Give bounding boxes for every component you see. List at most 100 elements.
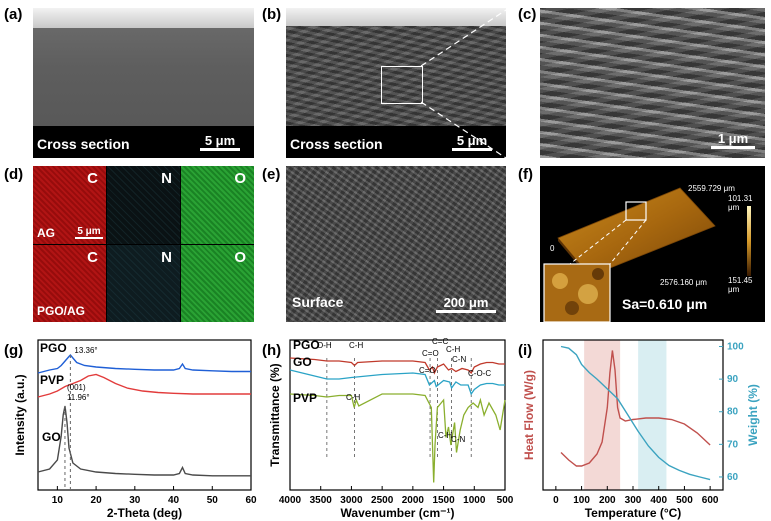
panel-e-scale-bar: 200 μm <box>436 295 496 314</box>
map-pgoag-carbon: C PGO/AG <box>33 245 106 322</box>
panel-b-scale-bar: 5 μm <box>452 133 492 152</box>
panel-b-scale-label: 5 μm <box>456 133 488 148</box>
panel-d-scale-bar: 5 μm <box>75 226 103 240</box>
panel-b-image: Cross section 5 μm <box>286 8 506 158</box>
panel-e-caption: Surface <box>292 294 344 310</box>
panel-h-letter: (h) <box>262 342 281 359</box>
h-xlabel: Wavenumber (cm⁻¹) <box>341 506 455 520</box>
map-ag-name: AG <box>37 226 55 240</box>
i-highlight-band <box>638 340 667 490</box>
g-xlabel: 2-Theta (deg) <box>107 506 182 520</box>
h-annotation: C=C <box>432 337 448 346</box>
h-xtick-label: 2000 <box>402 495 425 506</box>
panel-a-letter: (a) <box>4 6 23 23</box>
i-y2tick-label: 90 <box>727 374 739 385</box>
i-y2tick-label: 60 <box>727 472 739 483</box>
i-xtick-label: 300 <box>625 495 642 506</box>
afm-color-scale <box>747 206 751 276</box>
i-xtick-label: 200 <box>599 495 616 506</box>
g-peak-label-go-001: (001) <box>67 383 86 392</box>
i-xlabel: Temperature (°C) <box>585 506 682 520</box>
h-annotation: O-H <box>317 341 332 350</box>
panel-f-image: 2559.729 μm 2576.160 μm 101.31 μm 151.45… <box>540 166 765 322</box>
g-xtick-label: 10 <box>52 495 64 506</box>
h-annotation: C-H <box>349 341 363 350</box>
g-xtick-label: 60 <box>245 495 257 506</box>
h-annotation: C-N <box>451 435 465 444</box>
h-xtick-label: 500 <box>497 495 514 506</box>
panel-c-image: 1 μm <box>540 8 765 158</box>
map-ag-nitrogen: N <box>107 166 180 244</box>
h-plot-frame <box>289 339 506 491</box>
i-xtick-label: 0 <box>553 495 559 506</box>
panel-f-letter: (f) <box>518 166 533 183</box>
h-xtick-label: 2500 <box>371 495 394 506</box>
g-xtick-label: 50 <box>207 495 219 506</box>
i-series-line-heat-flow <box>560 350 711 467</box>
h-series-line-GO <box>289 369 505 396</box>
h-ylabel: Transmittance (%) <box>268 363 282 466</box>
g-plot-frame <box>37 339 252 491</box>
panel-b-caption: Cross section <box>290 136 383 152</box>
h-xtick-label: 3500 <box>310 495 333 506</box>
i-y2tick-label: 80 <box>727 407 739 418</box>
g-xtick-label: 40 <box>168 495 180 506</box>
panel-d-maps: C AG 5 μm N O C PGO/AG N O <box>33 166 254 322</box>
panel-b-caption-bar <box>286 126 506 158</box>
h-annotation: C=O <box>419 366 436 375</box>
panel-a-image: Cross section 5 μm <box>33 8 254 158</box>
g-series-line-PGO <box>37 353 251 374</box>
afm-color-max: 101.31 μm <box>728 194 753 212</box>
h-annotation: C-O-C <box>468 369 491 378</box>
h-annotation: C-H <box>446 345 460 354</box>
panel-a-caption: Cross section <box>37 136 130 152</box>
panel-e-image: Surface 200 μm <box>286 166 506 322</box>
i-xtick-label: 600 <box>702 495 719 506</box>
panel-e-letter: (e) <box>262 166 281 183</box>
map-ag-oxygen: O <box>181 166 254 244</box>
g-peak-label-go: 11.96° <box>67 393 90 402</box>
panel-d-scale-label: 5 μm <box>77 226 101 237</box>
panel-b-top-surface <box>286 8 506 26</box>
g-peak-label-pgo: 13.36° <box>74 346 97 355</box>
panel-g-letter: (g) <box>4 342 23 359</box>
afm-dim-1: 2559.729 μm <box>688 184 735 193</box>
panel-c-letter: (c) <box>518 6 537 23</box>
afm-dim-2: 2576.160 μm <box>660 278 707 287</box>
panel-b-letter: (b) <box>262 6 282 23</box>
h-xtick-label: 1000 <box>463 495 486 506</box>
panel-a-caption-bar <box>33 126 254 158</box>
i-highlight-band <box>584 340 621 490</box>
panel-b-zoom-box <box>381 66 423 104</box>
h-xtick-label: 1500 <box>432 495 455 506</box>
panel-a-scale-label: 5 μm <box>204 133 236 148</box>
i-y2tick-label: 100 <box>727 342 744 353</box>
i-plot-frame <box>542 339 724 491</box>
map-ag-carbon: C AG 5 μm <box>33 166 106 244</box>
h-legend-PVP: PVP <box>293 391 317 405</box>
map-pgoag-oxygen-label: O <box>234 249 246 266</box>
panel-c-scale-bar: 1 μm <box>711 131 755 150</box>
h-annotation: C-N <box>452 355 466 364</box>
map-pgoag-name: PGO/AG <box>37 304 86 318</box>
map-pgoag-carbon-label: C <box>87 249 98 266</box>
h-series-line-PVP <box>289 393 506 483</box>
panel-i-letter: (i) <box>518 342 532 359</box>
map-pgoag-oxygen: O <box>181 245 254 322</box>
h-xtick-label: 3000 <box>340 495 363 506</box>
panel-d-letter: (d) <box>4 166 24 183</box>
g-xtick-label: 30 <box>129 495 141 506</box>
afm-color-min: 151.45 μm <box>728 276 753 294</box>
map-pgoag-nitrogen: N <box>107 245 180 322</box>
i-xtick-label: 400 <box>650 495 667 506</box>
i-y2label: Weight (%) <box>746 384 760 446</box>
g-ylabel: Intensity (a.u.) <box>13 374 27 455</box>
h-series-line-PGO <box>289 357 505 375</box>
g-series-line-GO <box>37 405 251 477</box>
i-series-line-weight <box>560 345 711 481</box>
g-xtick-label: 20 <box>91 495 103 506</box>
zoom-guide-lines <box>420 9 507 159</box>
map-ag-nitrogen-label: N <box>161 170 172 187</box>
afm-sa-value: Sa=0.610 μm <box>622 296 708 312</box>
